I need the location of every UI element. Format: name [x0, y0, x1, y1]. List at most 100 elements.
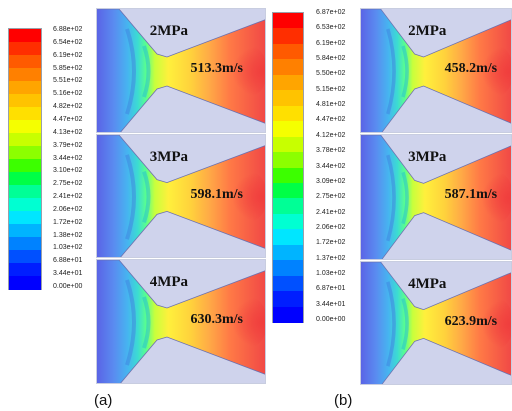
colorbar-tick-label: 3.10e+02 [53, 167, 83, 175]
colorbar-swatch [9, 185, 41, 199]
nozzle-contour [97, 9, 265, 132]
colorbar-tick-label: 3.78e+02 [316, 147, 346, 155]
colorbar-swatch [273, 260, 303, 277]
colorbar-tick-label: 3.44e+02 [316, 162, 346, 170]
nozzle-contour [361, 135, 511, 259]
colorbar-tick-label: 1.03e+02 [53, 244, 83, 252]
colorbar-swatch [9, 159, 41, 173]
contour-panel: 4MPa 623.9m/s [360, 261, 512, 385]
colorbar-swatch [273, 90, 303, 107]
colorbar-tick-label: 1.37e+02 [316, 254, 346, 262]
colorbar-swatch [273, 182, 303, 200]
colorbar-swatch [9, 133, 41, 147]
pressure-label: 4MPa [149, 274, 189, 290]
colorbar-tick-label: 3.44e+02 [53, 154, 83, 162]
colorbar-tick-label: 1.72e+02 [53, 218, 83, 226]
colorbar-tick-label: 5.51e+02 [53, 77, 83, 85]
contour-panel: 3MPa 587.1m/s [360, 134, 512, 260]
pressure-label: 3MPa [408, 149, 447, 165]
colorbar-tick-label: 2.75e+02 [316, 193, 346, 201]
caption-b: (b) [334, 392, 353, 409]
velocity-label: 458.2m/s [444, 61, 498, 76]
colorbar-swatch [9, 211, 41, 225]
colorbar-tick-label: 6.88e+02 [53, 26, 83, 33]
colorbar-tick-label: 1.38e+02 [53, 231, 83, 239]
pressure-label: 4MPa [408, 276, 447, 292]
colorbar-tick-label: 4.47e+02 [53, 115, 83, 123]
colorbar-swatch [9, 107, 41, 121]
colorbar-swatch [273, 306, 303, 323]
colorbar-swatch [273, 198, 303, 215]
colorbar-tick-label: 5.85e+02 [53, 64, 83, 72]
colorbar-swatch [9, 55, 41, 69]
colorbar-swatch [9, 237, 41, 251]
colorbar-swatch [273, 229, 303, 246]
colorbar-swatch [9, 42, 41, 56]
colorbar-tick-label: 1.03e+02 [316, 269, 346, 277]
colorbar-tick-label: 4.13e+02 [53, 128, 83, 136]
velocity-label: 513.3m/s [190, 61, 244, 76]
colorbar-tick-label: 2.06e+02 [316, 223, 346, 231]
colorbar-tick-label: 0.00e+00 [53, 283, 83, 290]
velocity-label: 598.1m/s [190, 187, 244, 202]
velocity-label: 587.1m/s [444, 187, 498, 202]
colorbar-swatch [9, 81, 41, 95]
colorbar-tick-label: 3.44e+01 [53, 270, 83, 278]
contour-panel: 2MPa 458.2m/s [360, 8, 512, 133]
colorbar-swatch [273, 105, 303, 123]
colorbar-tick-label: 3.79e+02 [53, 141, 83, 149]
colorbar-tick-label: 0.00e+00 [316, 316, 346, 323]
nozzle-contour [361, 262, 511, 384]
colorbar-tick-label: 6.87e+01 [316, 285, 346, 293]
colorbar-tick-label: 4.12e+02 [316, 131, 346, 139]
colorbar-swatch [273, 59, 303, 76]
colorbar-swatch [273, 43, 303, 61]
colorbar-tick-label: 6.19e+02 [53, 51, 83, 59]
colorbar-swatch [273, 167, 303, 184]
colorbar-tick-label: 4.82e+02 [53, 103, 83, 111]
colorbar-swatch [9, 94, 41, 108]
colorbar-tick-label: 5.50e+02 [316, 70, 346, 78]
colorbar-swatch [9, 172, 41, 186]
colorbar-tick-label: 6.88e+01 [53, 257, 83, 265]
colorbar-swatch [9, 250, 41, 264]
colorbar-swatch [273, 13, 303, 30]
colorbar-swatch [9, 276, 41, 290]
colorbar-swatch [273, 291, 303, 308]
colorbar-swatch [273, 244, 303, 262]
colorbar-tick-label: 2.41e+02 [316, 208, 346, 216]
colorbar-tick-label: 4.47e+02 [316, 116, 346, 124]
colorbar-tick-label: 6.53e+02 [316, 24, 346, 32]
colorbar-tick-label: 5.16e+02 [53, 90, 83, 98]
contour-panel: 4MPa 630.3m/s [96, 259, 266, 384]
colorbar-tick-label: 5.84e+02 [316, 55, 346, 63]
colorbar-tick-label: 2.41e+02 [53, 193, 83, 201]
colorbar-tick-label: 2.75e+02 [53, 180, 83, 188]
colorbar-swatch [273, 28, 303, 45]
caption-a: (a) [94, 392, 113, 409]
nozzle-contour [97, 135, 265, 257]
colorbar-swatch [9, 224, 41, 238]
colorbar-swatch [9, 29, 41, 43]
pressure-label: 2MPa [408, 23, 447, 39]
colorbar-swatch [273, 213, 303, 231]
contour-panel: 2MPa 513.3m/s [96, 8, 266, 133]
colorbar-swatch [9, 198, 41, 212]
colorbar-swatch [273, 275, 303, 293]
colorbar-tick-label: 2.06e+02 [53, 205, 83, 213]
colorbar-swatch [9, 120, 41, 134]
colorbar-a [8, 28, 42, 290]
colorbar-tick-label: 3.44e+01 [316, 300, 346, 308]
nozzle-contour [361, 9, 511, 132]
colorbar-tick-label: 6.87e+02 [316, 9, 346, 16]
colorbar-tick-label: 6.54e+02 [53, 38, 83, 46]
colorbar-swatch [9, 263, 41, 277]
velocity-label: 623.9m/s [444, 314, 498, 329]
colorbar-swatch [273, 121, 303, 138]
pressure-label: 3MPa [149, 149, 189, 165]
colorbar-tick-label: 5.15e+02 [316, 85, 346, 93]
colorbar-swatch [9, 146, 41, 160]
colorbar-swatch [9, 68, 41, 82]
nozzle-contour [97, 260, 265, 383]
contour-panel: 3MPa 598.1m/s [96, 134, 266, 258]
